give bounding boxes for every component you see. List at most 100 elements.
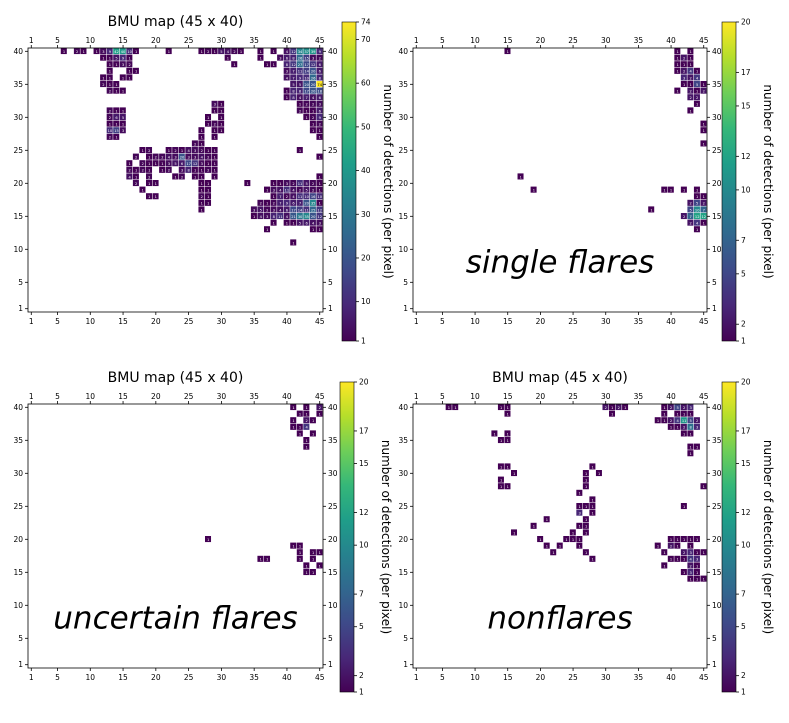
heatmap-cell bbox=[582, 470, 589, 477]
heatmap-cell bbox=[316, 206, 323, 213]
colorbar-tick-label: 50 bbox=[361, 122, 371, 131]
cell-value-label: 4 bbox=[312, 222, 315, 226]
cell-value-label: 3 bbox=[187, 156, 189, 160]
heatmap-cell bbox=[178, 153, 185, 160]
heatmap-cell bbox=[602, 404, 609, 411]
heatmap-cell bbox=[693, 549, 700, 556]
cell-value-label: 10 bbox=[304, 195, 309, 199]
heatmap-cell bbox=[693, 417, 700, 424]
cell-value-label: 1 bbox=[494, 432, 496, 436]
cell-value-label: 10 bbox=[304, 76, 309, 80]
cell-value-label: 1 bbox=[650, 208, 652, 212]
cell-value-label: 1 bbox=[539, 538, 541, 542]
heatmap-cell bbox=[119, 54, 126, 61]
cell-value-label: 1 bbox=[507, 439, 509, 443]
heatmap-cell bbox=[146, 153, 153, 160]
cell-value-label: 4 bbox=[279, 208, 282, 212]
heatmap-cell bbox=[126, 166, 133, 173]
heatmap-cell bbox=[680, 549, 687, 556]
cell-value-label: 12 bbox=[291, 50, 296, 54]
colorbar-tick-label: 2 bbox=[359, 671, 364, 680]
heatmap-cell bbox=[205, 153, 212, 160]
heatmap-cell bbox=[218, 127, 225, 134]
cell-value-label: 1 bbox=[676, 63, 678, 67]
heatmap-cell bbox=[80, 48, 87, 55]
y-tick-label-right: 20 bbox=[712, 535, 722, 544]
colorbar-tick-label: 30 bbox=[361, 210, 371, 219]
heatmap-cell bbox=[283, 54, 290, 61]
cell-value-label: 1 bbox=[155, 162, 157, 166]
cell-value-label: 1 bbox=[585, 551, 587, 555]
cell-value-label: 5 bbox=[690, 208, 692, 212]
heatmap-cell bbox=[309, 569, 316, 576]
heatmap-cell bbox=[277, 199, 284, 206]
heatmap-cell bbox=[113, 87, 120, 94]
heatmap-cell bbox=[283, 67, 290, 74]
cell-value-label: 8 bbox=[690, 426, 693, 430]
x-tick-label: 40 bbox=[282, 673, 292, 682]
heatmap-cell bbox=[309, 81, 316, 88]
y-tick-label-right: 40 bbox=[712, 47, 722, 56]
cell-value-label: 1 bbox=[135, 50, 137, 54]
heatmap-cell bbox=[316, 114, 323, 121]
cell-value-label: 1 bbox=[312, 432, 314, 436]
cell-value-label: 4 bbox=[696, 222, 699, 226]
cell-value-label: 1 bbox=[696, 70, 698, 74]
heatmap-cell bbox=[303, 81, 310, 88]
cell-value-label: 1 bbox=[663, 189, 665, 193]
heatmap-cell bbox=[296, 48, 303, 55]
x-tick-label: 40 bbox=[666, 317, 676, 326]
y-tick-label-right: 1 bbox=[328, 304, 333, 313]
cell-value-label: 2 bbox=[299, 109, 301, 113]
heatmap-cell bbox=[687, 536, 694, 543]
heatmap-cell bbox=[576, 489, 583, 496]
cell-value-label: 4 bbox=[312, 96, 315, 100]
cell-value-label: 1 bbox=[115, 123, 117, 127]
colorbar-tick-label: 20 bbox=[741, 378, 751, 387]
heatmap-cell bbox=[687, 107, 694, 114]
cell-value-label: 1 bbox=[135, 175, 137, 179]
colorbar-tick-label: 20 bbox=[361, 253, 371, 262]
cell-value-label: 20 bbox=[180, 156, 185, 160]
heatmap-cell bbox=[283, 213, 290, 220]
heatmap-cell bbox=[537, 536, 544, 543]
cell-value-label: 12 bbox=[291, 63, 296, 67]
heatmap-cell bbox=[106, 120, 113, 127]
cell-value-label: 1 bbox=[214, 109, 216, 113]
cell-value-label: 1 bbox=[148, 156, 150, 160]
heatmap-cell bbox=[139, 186, 146, 193]
y-tick-label-right: 25 bbox=[328, 502, 338, 511]
cell-value-label: 5 bbox=[696, 202, 698, 206]
x-tick-label: 5 bbox=[440, 317, 445, 326]
heatmap-cell bbox=[680, 410, 687, 417]
heatmap-cell bbox=[290, 199, 297, 206]
cell-value-label: 9 bbox=[122, 57, 125, 61]
cell-value-label: 2 bbox=[76, 50, 78, 54]
cell-value-label: 35 bbox=[304, 215, 309, 219]
cell-value-label: 1 bbox=[299, 149, 301, 153]
heatmap-cell bbox=[231, 61, 238, 68]
heatmap-cell bbox=[277, 180, 284, 187]
heatmap-cell bbox=[264, 213, 271, 220]
cell-value-label: 1 bbox=[312, 228, 314, 232]
heatmap-cell bbox=[60, 48, 67, 55]
y-tick-label-right: 1 bbox=[712, 304, 717, 313]
cell-value-label: 1 bbox=[273, 222, 275, 226]
heatmap-cell bbox=[504, 48, 511, 55]
cell-value-label: 3 bbox=[279, 57, 281, 61]
y-tick-label: 35 bbox=[13, 436, 23, 445]
cell-value-label: 1 bbox=[299, 432, 301, 436]
heatmap-cell bbox=[700, 87, 707, 94]
y-tick-label: 30 bbox=[398, 113, 408, 122]
y-tick-label-right: 15 bbox=[712, 568, 722, 577]
cell-value-label: 1 bbox=[109, 123, 111, 127]
cell-value-label: 4 bbox=[227, 50, 230, 54]
heatmap-cell bbox=[569, 536, 576, 543]
heatmap-cell bbox=[211, 100, 218, 107]
cell-value-label: 1 bbox=[115, 83, 117, 87]
cell-value-label: 1 bbox=[676, 70, 678, 74]
cell-value-label: 1 bbox=[624, 406, 626, 410]
cell-value-label: 8 bbox=[299, 90, 302, 94]
cell-value-label: 1 bbox=[683, 189, 685, 193]
heatmap-cell bbox=[211, 160, 218, 167]
